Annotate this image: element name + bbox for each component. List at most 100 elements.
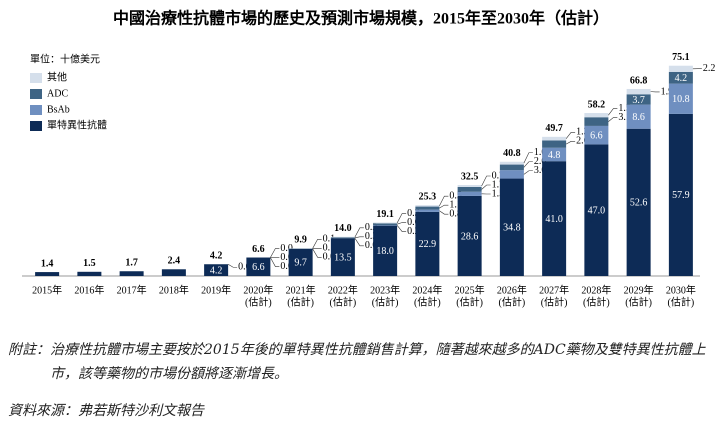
value-label: 41.0 bbox=[545, 214, 563, 225]
bar-segment bbox=[542, 136, 567, 141]
bar-segment bbox=[499, 161, 524, 165]
bar-segment bbox=[161, 269, 186, 276]
value-label: 2.0 bbox=[534, 156, 547, 167]
legend-swatch bbox=[30, 121, 42, 131]
bar-segment bbox=[415, 209, 440, 212]
value-label: 0.3 bbox=[365, 231, 378, 242]
value-label: 0.0 bbox=[280, 252, 293, 263]
value-label: 0.2 bbox=[365, 222, 378, 233]
x-tick-label: (估計) bbox=[330, 295, 357, 308]
leader-line bbox=[312, 248, 322, 258]
legend-swatch bbox=[30, 89, 42, 99]
x-tick-label: 2018年 bbox=[159, 283, 189, 296]
value-label: 3.0 bbox=[534, 165, 547, 176]
bar-segment bbox=[246, 257, 271, 276]
bar-segment bbox=[668, 65, 693, 72]
leader-line bbox=[608, 108, 618, 116]
bar-segment bbox=[373, 225, 398, 226]
bar-segment bbox=[415, 211, 440, 276]
bar-segment bbox=[373, 223, 398, 226]
x-tick-label: (估計) bbox=[583, 295, 610, 308]
leader-line bbox=[270, 248, 280, 258]
bar-segment bbox=[584, 113, 609, 118]
bar-segment bbox=[626, 94, 651, 105]
bar-segment bbox=[668, 71, 693, 84]
value-label: 9.7 bbox=[294, 258, 307, 269]
total-label: 1.5 bbox=[83, 258, 96, 269]
bar-segment bbox=[35, 272, 60, 276]
bar-segment bbox=[542, 147, 567, 162]
value-label: 0.0 bbox=[280, 243, 293, 254]
x-tick-label: 2024年 bbox=[412, 283, 442, 296]
x-tick-label: 2028年 bbox=[581, 283, 611, 296]
value-label: 2.2 bbox=[703, 63, 716, 74]
chart: 中國治療性抗體市場的歷史及預測市場規模，2015年至2030年（估計） 單位：十… bbox=[22, 9, 716, 308]
x-tick-label: 2025年 bbox=[455, 283, 485, 296]
value-label: 47.0 bbox=[588, 205, 606, 216]
note-text: 治療性抗體市場主要按於2015年後的單特異性抗體銷售計算，隨著越來越多的ADC藥… bbox=[50, 342, 706, 382]
value-label: 0.5 bbox=[449, 190, 462, 201]
bar-segment bbox=[499, 164, 524, 171]
bar-segment bbox=[288, 248, 313, 276]
value-label: 22.9 bbox=[419, 239, 437, 250]
total-label: 4.2 bbox=[210, 251, 223, 262]
bar-segment bbox=[77, 271, 102, 276]
x-tick-label: 2019年 bbox=[201, 283, 231, 296]
value-label: 0.7 bbox=[492, 170, 505, 181]
value-label: 4.2 bbox=[210, 265, 223, 276]
leader-line bbox=[354, 227, 364, 238]
total-label: 25.3 bbox=[419, 191, 437, 202]
value-label: 0.0 bbox=[323, 252, 336, 263]
bar-segment bbox=[119, 271, 144, 276]
total-label: 1.4 bbox=[41, 258, 54, 269]
value-label: 10.8 bbox=[672, 94, 690, 105]
x-tick-label: (估計) bbox=[668, 295, 695, 308]
bar-segment bbox=[584, 144, 609, 276]
value-label: 8.6 bbox=[632, 112, 645, 123]
leader-line bbox=[439, 204, 449, 209]
leader-line bbox=[397, 222, 407, 225]
bar-segment bbox=[457, 191, 482, 196]
value-label: 4.8 bbox=[548, 150, 561, 161]
x-tick-label: 2022年 bbox=[328, 283, 358, 296]
value-label: 1.3 bbox=[576, 127, 589, 138]
bar-segment bbox=[542, 140, 567, 148]
total-label: 75.1 bbox=[672, 52, 690, 63]
leader-line bbox=[565, 141, 576, 145]
x-tick-label: (估計) bbox=[245, 295, 272, 308]
x-tick-label: (估計) bbox=[287, 295, 314, 308]
chart-title: 中國治療性抗體市場的歷史及預測市場規模，2015年至2030年（估計） bbox=[113, 9, 609, 28]
x-tick-label: (估計) bbox=[414, 295, 441, 308]
value-label: 0.6 bbox=[407, 217, 420, 228]
value-label: 57.9 bbox=[672, 190, 690, 201]
note: 附註： 治療性抗體市場主要按於2015年後的單特異性抗體銷售計算，隨著越來越多的… bbox=[8, 338, 712, 386]
legend-swatch bbox=[30, 105, 42, 115]
value-label: 0.0 bbox=[238, 262, 251, 273]
x-tick-label: 2015年 bbox=[32, 283, 62, 296]
x-tick-label: 2016年 bbox=[74, 283, 104, 296]
x-tick-label: (估計) bbox=[625, 295, 652, 308]
x-tick-label: 2017年 bbox=[117, 283, 147, 296]
value-label: 4.2 bbox=[675, 73, 688, 84]
note-label: 附註： bbox=[8, 342, 50, 358]
legend-label: 單特異性抗體 bbox=[47, 118, 107, 131]
leader-line bbox=[481, 175, 491, 187]
leader-line bbox=[523, 170, 533, 175]
value-label: 1.5 bbox=[618, 103, 631, 114]
legend-swatch bbox=[30, 73, 42, 83]
bar-segment bbox=[330, 236, 355, 238]
x-tick-label: 2021年 bbox=[286, 283, 316, 296]
total-label: 1.7 bbox=[125, 258, 138, 269]
value-label: 0.0 bbox=[365, 240, 378, 251]
value-label: 3.7 bbox=[632, 95, 645, 106]
bar-segment bbox=[415, 205, 440, 207]
x-tick-label: 2029年 bbox=[624, 283, 654, 296]
x-tick-label: 2023年 bbox=[370, 283, 400, 296]
bar-segment bbox=[457, 185, 482, 187]
leader-line bbox=[396, 213, 407, 224]
value-label: 0.1 bbox=[323, 234, 336, 245]
value-label: 0.8 bbox=[449, 208, 462, 219]
bar-segment bbox=[415, 206, 440, 210]
bar-segment bbox=[204, 264, 229, 276]
